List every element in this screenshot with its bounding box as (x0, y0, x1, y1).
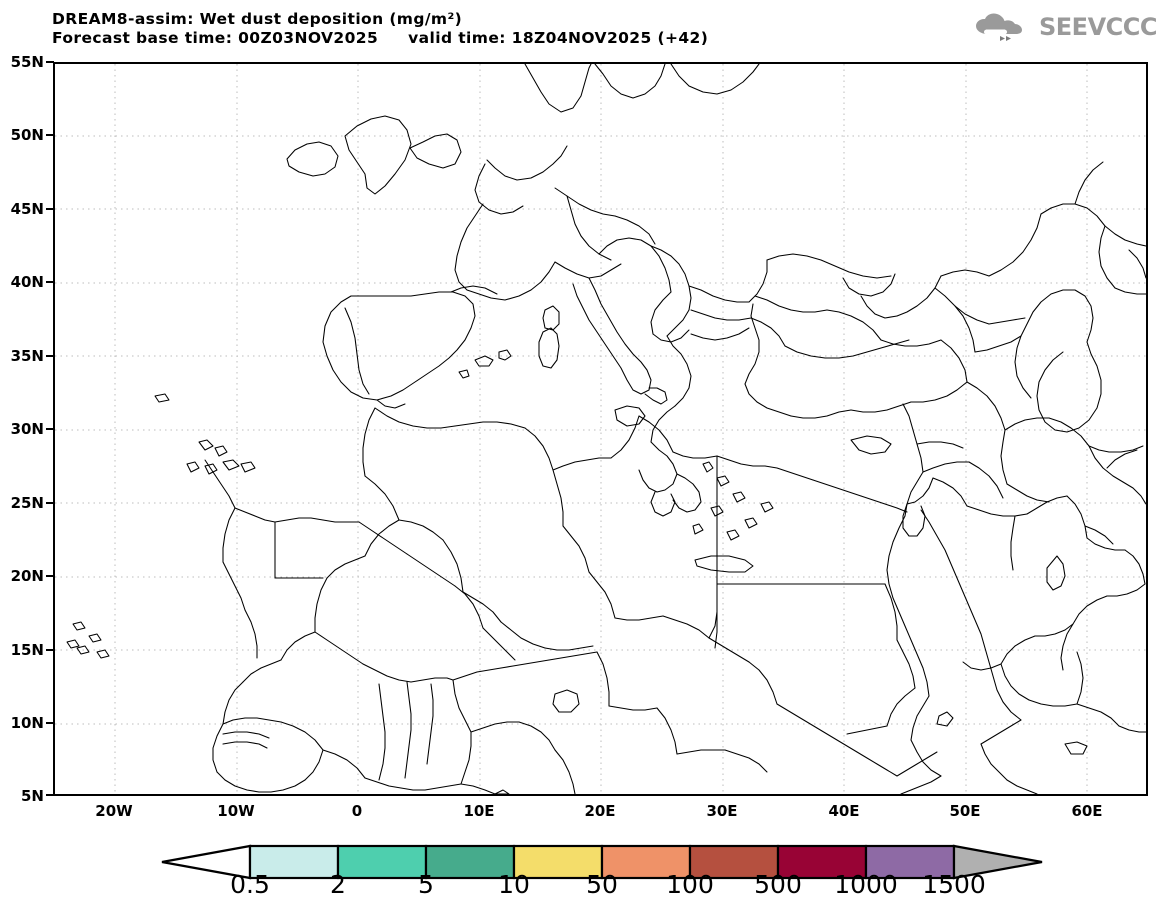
lat-label-20N: 20N (10, 567, 44, 585)
lat-tick-50N (46, 134, 54, 136)
lat-tick-45N (46, 208, 54, 210)
lon-label-20E: 20E (584, 802, 616, 820)
chart-header: DREAM8-assim: Wet dust deposition (mg/m²… (52, 10, 952, 48)
lat-label-40N: 40N (10, 273, 44, 291)
map-plot-area[interactable] (53, 62, 1148, 796)
colorbar-tick-0.5: 0.5 (230, 870, 270, 899)
lat-tick-25N (46, 502, 54, 504)
colorbar-block-1 (336, 844, 428, 880)
lat-label-45N: 45N (10, 200, 44, 218)
lat-label-50N: 50N (10, 126, 44, 144)
colorbar-tick-50: 50 (586, 870, 618, 899)
lat-label-15N: 15N (10, 641, 44, 659)
colorbar-tick-10: 10 (498, 870, 530, 899)
lat-label-10N: 10N (10, 714, 44, 732)
map-coastlines (66, 64, 1146, 794)
colorbar[interactable] (160, 843, 1044, 881)
header-title-line: DREAM8-assim: Wet dust deposition (mg/m²… (52, 10, 463, 28)
lon-label-60E: 60E (1071, 802, 1103, 820)
header-valid-time: valid time: 18Z04NOV2025 (+42) (408, 29, 709, 47)
colorbar-tick-labels: 0.5 2 5 10 50 100 500 1000 1500 (0, 872, 1165, 902)
lat-label-35N: 35N (10, 347, 44, 365)
lon-label-10E: 10E (463, 802, 495, 820)
lat-tick-20N (46, 575, 54, 577)
map-gridlines (55, 64, 1146, 794)
colorbar-block-2 (424, 844, 516, 880)
colorbar-tick-2: 2 (330, 870, 346, 899)
colorbar-svg (161, 844, 1043, 880)
colorbar-tick-1000: 1000 (834, 870, 898, 899)
colorbar-tick-5: 5 (418, 870, 434, 899)
lon-label-50E: 50E (949, 802, 981, 820)
lat-tick-40N (46, 281, 54, 283)
map-svg (55, 64, 1146, 794)
colorbar-block-3 (512, 844, 604, 880)
lat-tick-30N (46, 428, 54, 430)
cloud-icon (976, 13, 1022, 41)
lon-label-40E: 40E (828, 802, 860, 820)
lat-tick-15N (46, 649, 54, 651)
lat-label-5N: 5N (21, 787, 44, 805)
colorbar-block-0 (248, 844, 340, 880)
lat-tick-55N (46, 61, 54, 63)
colorbar-tick-500: 500 (754, 870, 802, 899)
lon-label-0: 0 (351, 802, 363, 820)
colorbar-tick-1500: 1500 (922, 870, 986, 899)
colorbar-block-6 (776, 844, 868, 880)
lon-label-10W: 10W (217, 802, 255, 820)
colorbar-block-7 (864, 844, 956, 880)
colorbar-tick-100: 100 (666, 870, 714, 899)
header-time-line: Forecast base time: 00Z03NOV2025 valid ti… (52, 29, 952, 48)
lon-label-30E: 30E (706, 802, 738, 820)
lat-tick-5N (46, 794, 54, 796)
logo-text: SEEVCCC (1039, 13, 1158, 41)
lon-label-20W: 20W (95, 802, 133, 820)
lat-tick-10N (46, 722, 54, 724)
seevccc-logo: SEEVCCC (974, 12, 1158, 42)
lat-label-55N: 55N (10, 53, 44, 71)
lat-tick-35N (46, 355, 54, 357)
lat-label-30N: 30N (10, 420, 44, 438)
colorbar-over-arrow (952, 844, 1043, 880)
lat-label-25N: 25N (10, 494, 44, 512)
colorbar-block-4 (600, 844, 692, 880)
header-base-time: Forecast base time: 00Z03NOV2025 (52, 29, 379, 47)
